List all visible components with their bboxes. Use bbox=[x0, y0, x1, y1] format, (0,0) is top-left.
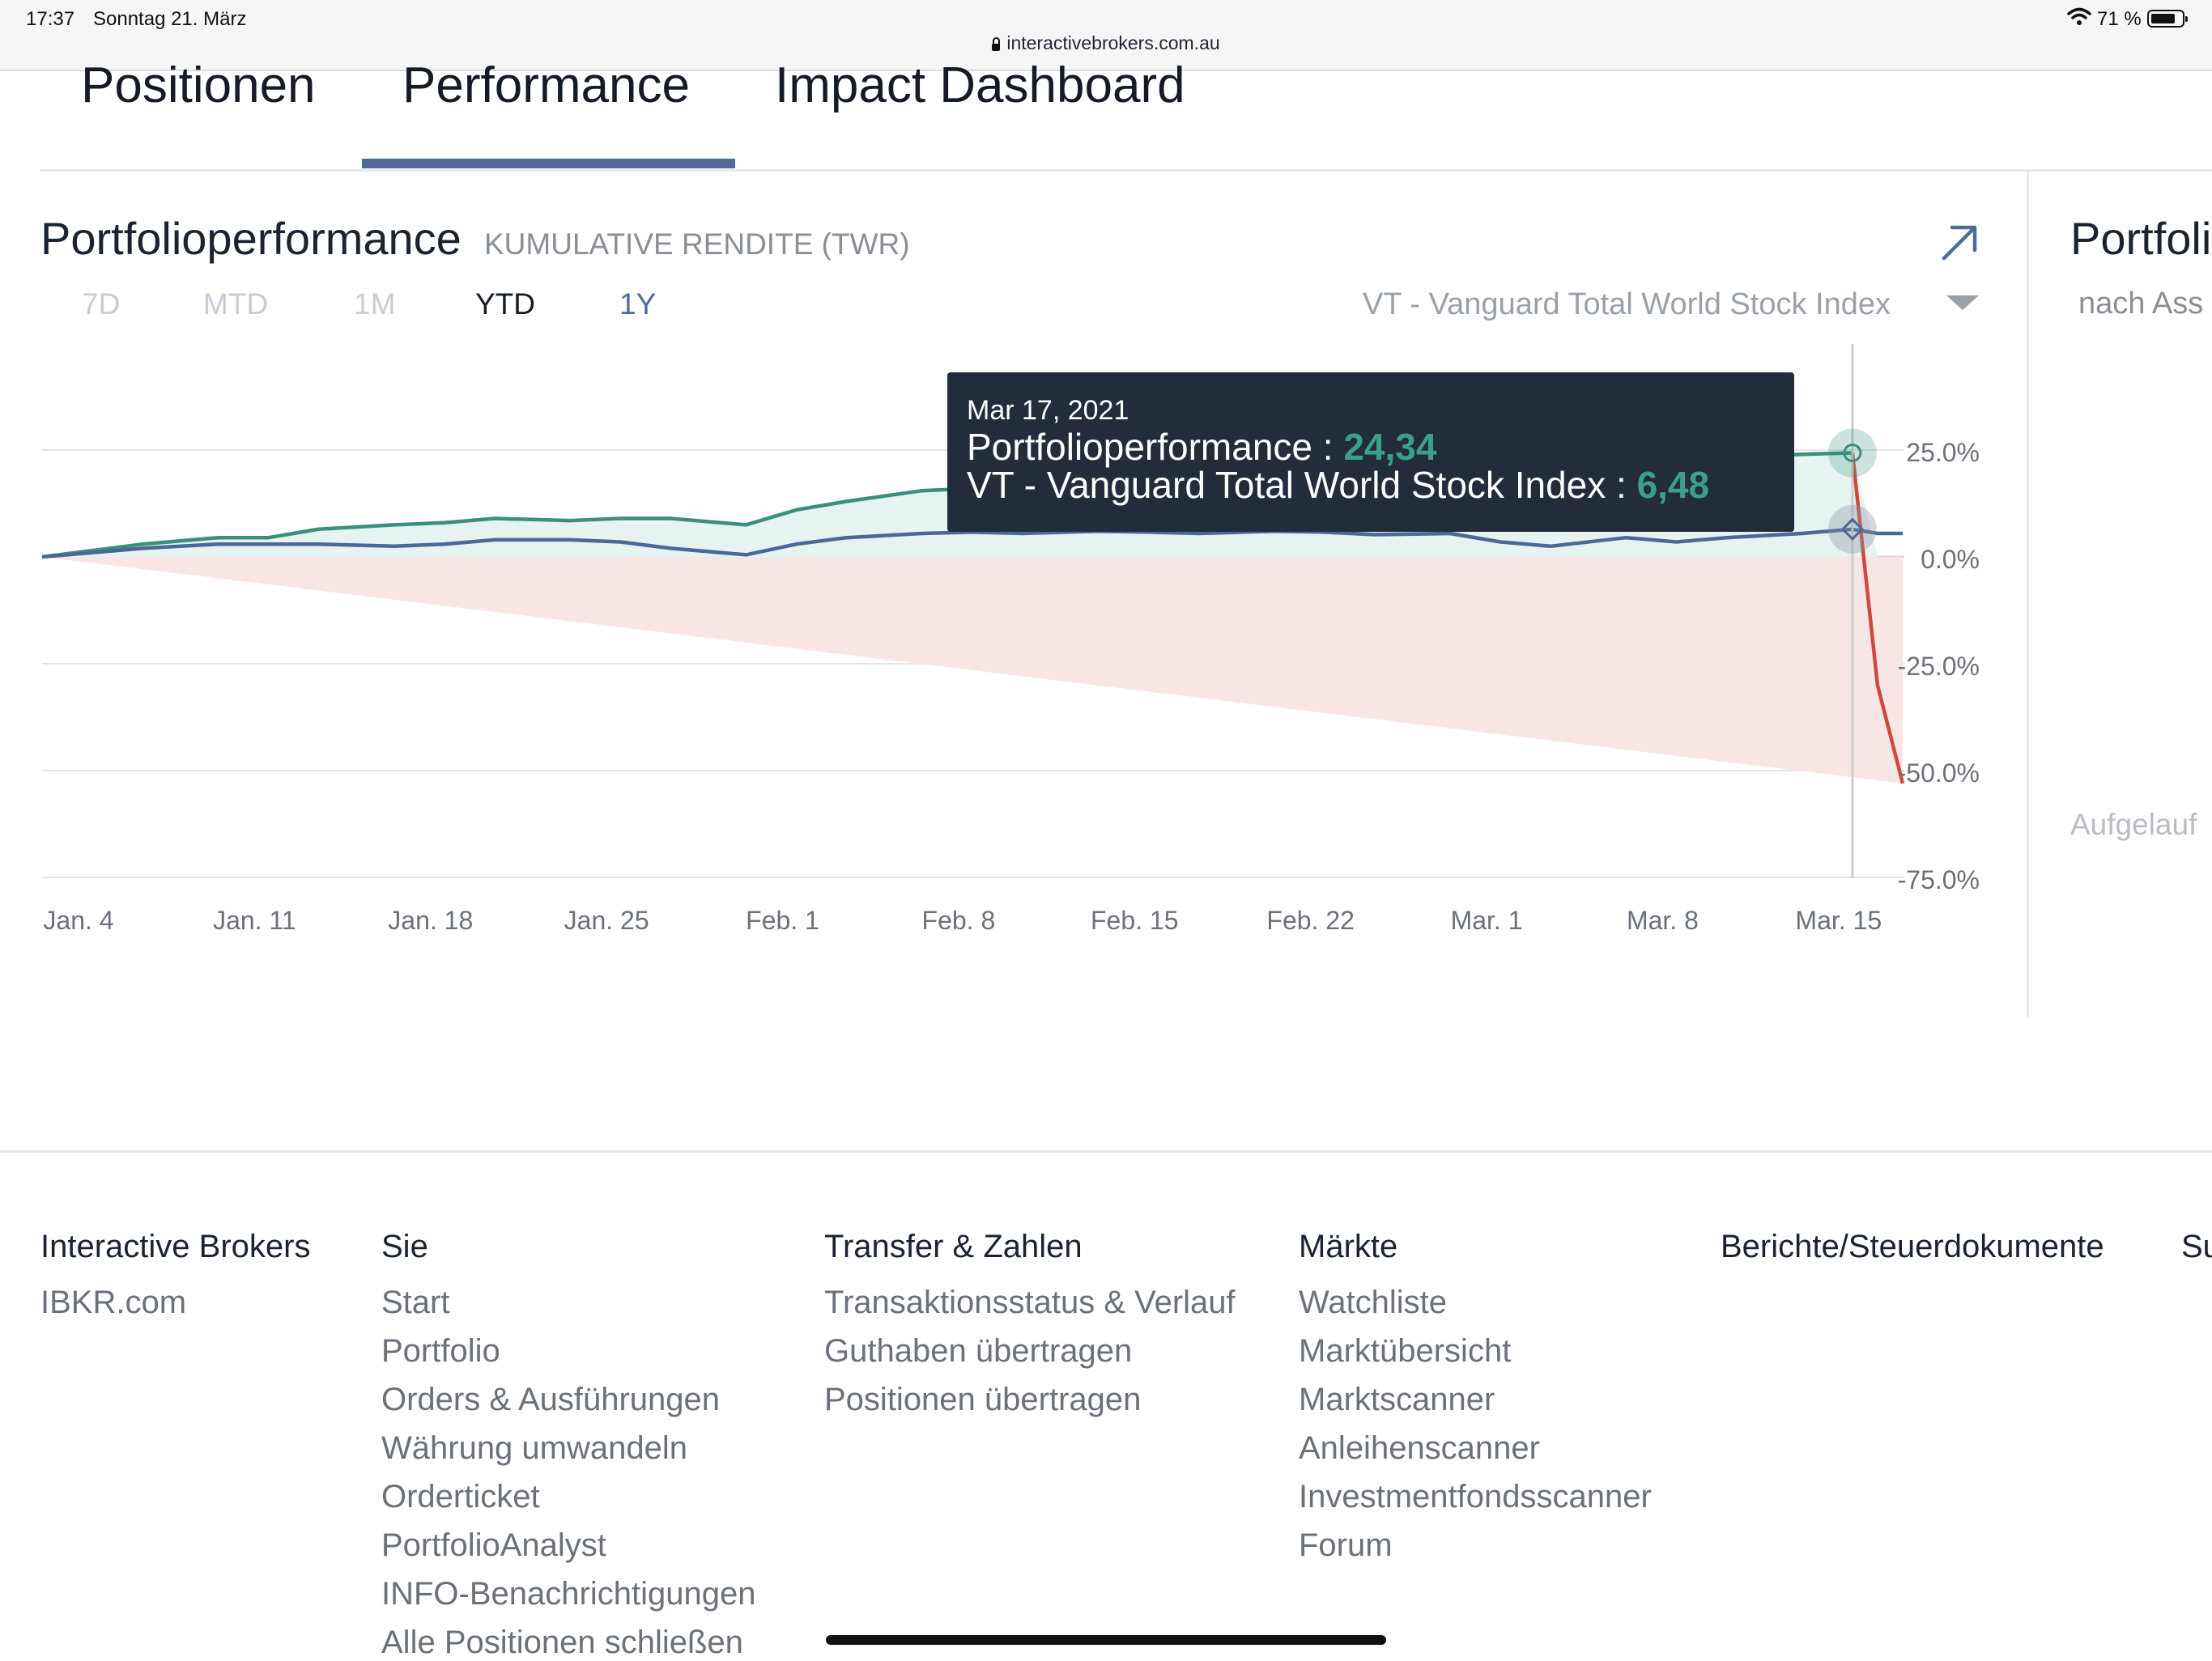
y-tick-label: -75.0% bbox=[1898, 865, 1980, 894]
chart-tooltip: Mar 17, 2021 Portfolioperformance : 24,3… bbox=[947, 372, 1794, 532]
benchmark-marker bbox=[1840, 517, 1865, 541]
chart-title: Portfolioperformance bbox=[40, 213, 462, 264]
x-tick-label: Jan. 11 bbox=[213, 906, 296, 935]
address-bar[interactable]: interactivebrokers.com.au bbox=[0, 32, 2212, 54]
tooltip-label: Portfolioperformance : bbox=[967, 426, 1334, 468]
y-tick-label: 0.0% bbox=[1921, 545, 1980, 574]
tab-performance[interactable]: Performance bbox=[402, 57, 690, 113]
range-1m[interactable]: 1M bbox=[354, 287, 396, 321]
allocation-title: Portfoli bbox=[2070, 213, 2212, 264]
home-indicator bbox=[826, 1635, 1386, 1645]
y-tick-label: -25.0% bbox=[1898, 652, 1980, 681]
x-tick-label: Jan. 4 bbox=[43, 906, 113, 935]
footer-link-watchliste[interactable]: Watchliste bbox=[1299, 1285, 1448, 1320]
expand-arrow-icon[interactable] bbox=[1939, 223, 1980, 263]
benchmark-line bbox=[41, 527, 1903, 559]
panel-divider bbox=[2027, 172, 2029, 1017]
footer-link-marktuebersicht[interactable]: Marktübersicht bbox=[1299, 1333, 1512, 1369]
footer-link-investmentfondsscanner[interactable]: Investmentfondsscanner bbox=[1299, 1479, 1652, 1514]
status-date: Sonntag 21. März bbox=[93, 8, 247, 30]
footer-link-orders[interactable]: Orders & Ausführungen bbox=[381, 1382, 721, 1417]
allocation-faded-label: Aufgelauf bbox=[2070, 808, 2197, 841]
footer-link-portfolioanalyst[interactable]: PortfolioAnalyst bbox=[381, 1527, 606, 1563]
x-tick-label: Feb. 8 bbox=[922, 906, 996, 935]
portfolio-marker-halo bbox=[1827, 428, 1877, 478]
footer-link-orderticket[interactable]: Orderticket bbox=[381, 1479, 540, 1514]
footer-link-portfolio[interactable]: Portfolio bbox=[381, 1333, 500, 1369]
battery-icon bbox=[2147, 10, 2188, 28]
address-url: interactivebrokers.com.au bbox=[1006, 32, 1220, 53]
tooltip-date: Mar 17, 2021 bbox=[967, 395, 1129, 426]
footer-heading-transfer: Transfer & Zahlen bbox=[824, 1229, 1083, 1264]
footer-link-info[interactable]: INFO-Benachrichtigungen bbox=[381, 1576, 756, 1612]
x-tick-label: Jan. 18 bbox=[388, 906, 473, 935]
loss-area bbox=[42, 557, 1903, 784]
allocation-subtitle[interactable]: nach Ass bbox=[2078, 287, 2204, 321]
footer-link-marktscanner[interactable]: Marktscanner bbox=[1299, 1382, 1495, 1417]
x-tick-label: Mar. 8 bbox=[1627, 906, 1699, 935]
footer-link-positionen-uebertragen[interactable]: Positionen übertragen bbox=[824, 1382, 1142, 1417]
footer-link-guthaben[interactable]: Guthaben übertragen bbox=[824, 1333, 1133, 1369]
footer-link-ibkr[interactable]: IBKR.com bbox=[40, 1285, 187, 1320]
tooltip-value: 24,34 bbox=[1343, 426, 1437, 468]
x-tick-label: Jan. 25 bbox=[564, 906, 649, 935]
tooltip-label: VT - Vanguard Total World Stock Index : bbox=[967, 464, 1627, 506]
footer-link-transaktionsstatus[interactable]: Transaktionsstatus & Verlauf bbox=[824, 1285, 1236, 1320]
chart-subtitle: KUMULATIVE RENDITE (TWR) bbox=[484, 227, 910, 261]
range-7d[interactable]: 7D bbox=[82, 287, 121, 321]
lock-icon bbox=[992, 37, 1001, 51]
tab-impact-dashboard[interactable]: Impact Dashboard bbox=[775, 57, 1185, 113]
y-tick-label: -50.0% bbox=[1898, 758, 1980, 788]
status-bar: 17:37 Sonntag 21. März interactivebroker… bbox=[0, 0, 2212, 71]
footer-link-anleihenscanner[interactable]: Anleihenscanner bbox=[1299, 1430, 1540, 1466]
y-tick-label: 25.0% bbox=[1906, 438, 1980, 467]
benchmark-marker-halo bbox=[1827, 504, 1877, 554]
chevron-down-icon[interactable] bbox=[1946, 295, 1979, 310]
footer-heading-sie: Sie bbox=[381, 1229, 428, 1264]
tooltip-row-portfolio: Portfolioperformance : 24,34 bbox=[967, 425, 1436, 469]
tabs-divider bbox=[40, 169, 2212, 172]
active-tab-indicator bbox=[362, 159, 735, 168]
tooltip-row-benchmark: VT - Vanguard Total World Stock Index : … bbox=[967, 463, 1709, 507]
portfolio-marker bbox=[1843, 443, 1862, 462]
x-tick-label: Mar. 15 bbox=[1795, 906, 1882, 935]
footer-link-start[interactable]: Start bbox=[381, 1285, 450, 1320]
footer-heading-maerkte: Märkte bbox=[1299, 1229, 1398, 1264]
footer-link-waehrung[interactable]: Währung umwandeln bbox=[381, 1430, 687, 1466]
footer-link-alle-positionen[interactable]: Alle Positionen schließen bbox=[381, 1625, 743, 1660]
range-1y[interactable]: 1Y bbox=[619, 287, 657, 321]
range-mtd[interactable]: MTD bbox=[203, 287, 269, 321]
x-tick-label: Feb. 22 bbox=[1266, 906, 1355, 935]
battery-percentage: 71 % bbox=[2097, 8, 2142, 30]
footer-heading-support: Su bbox=[2181, 1229, 2212, 1264]
x-tick-label: Feb. 15 bbox=[1091, 906, 1179, 935]
tooltip-value: 6,48 bbox=[1636, 464, 1710, 506]
range-ytd[interactable]: YTD bbox=[475, 287, 535, 321]
benchmark-select[interactable]: VT - Vanguard Total World Stock Index bbox=[1363, 287, 1891, 321]
x-tick-label: Feb. 1 bbox=[746, 906, 819, 935]
footer-link-forum[interactable]: Forum bbox=[1299, 1527, 1393, 1563]
footer-heading-berichte: Berichte/Steuerdokumente bbox=[1721, 1229, 2104, 1264]
status-time: 17:37 bbox=[26, 8, 75, 30]
tab-positionen[interactable]: Positionen bbox=[81, 57, 316, 113]
x-tick-label: Mar. 1 bbox=[1451, 906, 1523, 935]
footer-divider bbox=[0, 1150, 2212, 1153]
wifi-icon bbox=[2067, 7, 2091, 25]
footer-heading-interactive-brokers: Interactive Brokers bbox=[40, 1229, 311, 1264]
